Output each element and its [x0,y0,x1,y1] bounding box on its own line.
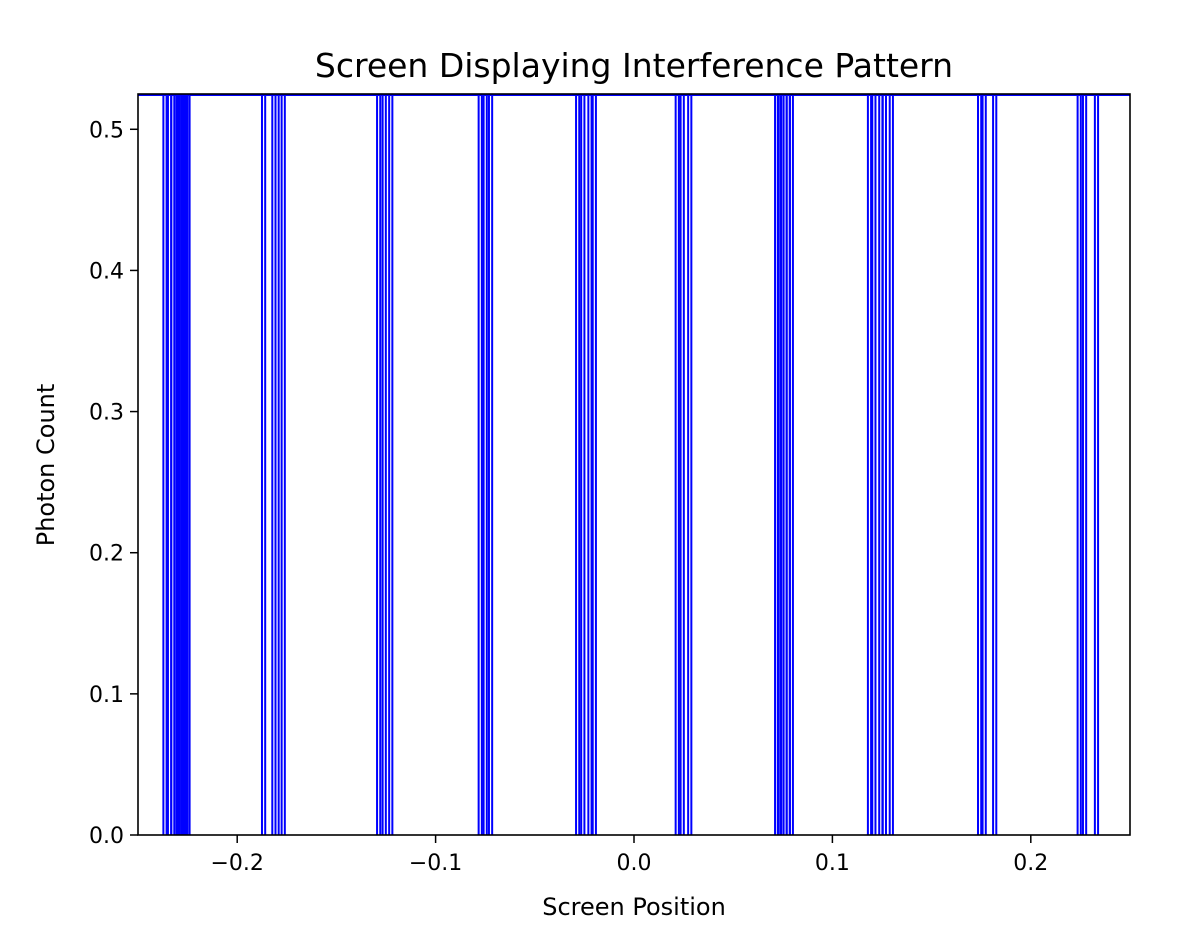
bar-18 [487,94,494,835]
x-tick-label-2: 0.0 [617,851,652,876]
bar-40 [1076,94,1082,835]
x-tick-label-1: −0.1 [409,851,462,876]
x-tick-label-4: 0.2 [1013,851,1048,876]
bar-11 [274,94,280,835]
y-axis-label: Photon Count [32,384,60,547]
bar-31 [788,94,794,835]
y-tick-label-0: 0.0 [89,824,124,849]
bar-16 [477,94,483,835]
bar-36 [888,94,894,835]
bar-22 [591,94,597,835]
x-tick-label-3: 0.1 [815,851,850,876]
bar-32 [866,94,873,835]
y-tick-label-4: 0.4 [89,259,124,284]
bar-35 [881,94,887,835]
y-tick-label-2: 0.2 [89,542,124,567]
x-axis-label: Screen Position [542,893,726,921]
bar-12 [280,94,286,835]
bar-23 [674,94,680,835]
y-axis: 0.0 0.1 0.2 0.3 0.4 0.5 [89,118,138,849]
y-tick-label-5: 0.5 [89,118,124,143]
bar-39 [992,94,998,835]
bar-33 [871,94,877,835]
bar-17 [482,94,488,835]
bar-19 [575,94,581,835]
y-tick-label-3: 0.3 [89,401,124,426]
bar-25 [687,94,693,835]
bar-9 [260,94,267,835]
bar-20 [580,94,586,835]
bar-42 [1093,94,1100,835]
bar-24 [679,94,685,835]
bar-13 [376,94,382,835]
bar-37 [977,94,983,835]
bar-21 [587,94,593,835]
y-tick-label-1: 0.1 [89,683,124,708]
bar-0 [162,94,168,835]
bar-41 [1081,94,1088,835]
bars-group [138,94,1130,835]
x-tick-label-0: −0.2 [210,851,263,876]
chart-title: Screen Displaying Interference Pattern [315,46,953,85]
bar-14 [381,94,387,835]
bar-15 [388,94,394,835]
x-axis: −0.2 −0.1 0.0 0.1 0.2 [210,835,1048,876]
bar-38 [981,94,987,835]
